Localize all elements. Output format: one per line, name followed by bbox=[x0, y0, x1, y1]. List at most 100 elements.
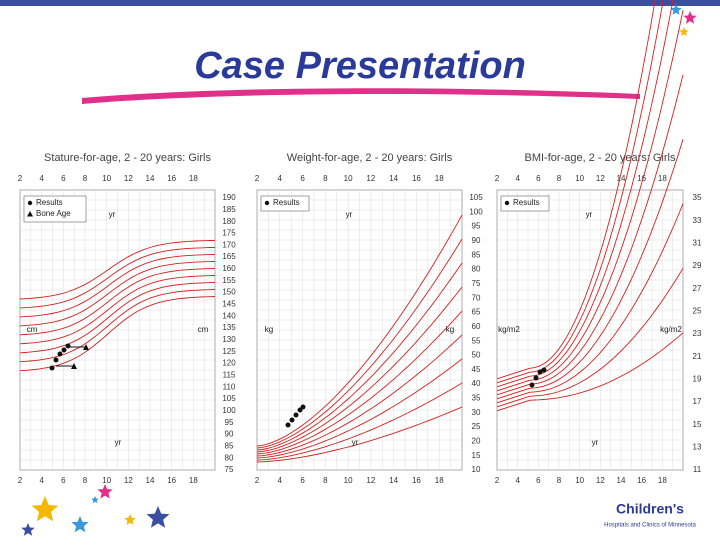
y-tick-label: 35 bbox=[472, 394, 481, 403]
x-tick-label: 2 bbox=[255, 476, 260, 485]
y-tick-label: 70 bbox=[472, 293, 481, 302]
x-tick-label: 8 bbox=[83, 476, 88, 485]
logo-sub: Hospitals and Clinics of Minnesota bbox=[604, 523, 696, 529]
legend-marker bbox=[504, 200, 510, 206]
x-tick-label: 4 bbox=[515, 476, 520, 485]
y-tick-label: 145 bbox=[222, 300, 236, 309]
legend-marker bbox=[27, 211, 33, 217]
x-tick-label: 16 bbox=[412, 174, 421, 183]
slide-title: Case Presentation bbox=[194, 45, 526, 87]
percentile-curve bbox=[496, 10, 684, 392]
y-tick-label: 95 bbox=[225, 418, 234, 427]
y-tick-label: 20 bbox=[472, 436, 481, 445]
percentile-curve bbox=[256, 262, 463, 451]
decorations bbox=[21, 4, 697, 536]
y-tick-label: 155 bbox=[222, 276, 236, 285]
y-tick-label: 105 bbox=[469, 193, 483, 202]
axis-label: yr bbox=[352, 438, 359, 447]
x-tick-label: 16 bbox=[412, 476, 421, 485]
x-tick-label: 8 bbox=[557, 476, 562, 485]
percentile-curve bbox=[256, 406, 463, 463]
percentile-curve bbox=[256, 238, 463, 449]
y-tick-label: 19 bbox=[693, 374, 702, 383]
axis-label: kg/m2 bbox=[660, 325, 682, 334]
x-tick-label: 14 bbox=[389, 476, 398, 485]
x-tick-label: 14 bbox=[146, 476, 155, 485]
growth-chart: BMI-for-age, 2 - 20 years: Girls 2 2 4 4 6 6 8 8… bbox=[495, 0, 702, 485]
y-tick-label: 165 bbox=[222, 252, 236, 261]
y-tick-label: 115 bbox=[223, 371, 236, 380]
percentile-curve bbox=[19, 282, 216, 354]
result-point bbox=[537, 369, 543, 375]
y-tick-label: 90 bbox=[472, 236, 481, 245]
result-point bbox=[293, 412, 299, 418]
axis-label: yr bbox=[592, 438, 599, 447]
y-tick-label: 85 bbox=[225, 441, 234, 450]
axis-label: cm bbox=[27, 325, 38, 334]
x-tick-label: 4 bbox=[39, 174, 44, 183]
y-tick-label: 95 bbox=[472, 222, 481, 231]
underline-brush bbox=[82, 88, 640, 104]
y-tick-label: 140 bbox=[222, 311, 236, 320]
x-tick-label: 14 bbox=[617, 174, 626, 183]
result-point bbox=[289, 417, 295, 423]
percentile-curve bbox=[496, 267, 684, 408]
x-tick-label: 16 bbox=[637, 476, 646, 485]
y-tick-label: 29 bbox=[693, 261, 702, 270]
y-tick-label: 55 bbox=[472, 336, 481, 345]
x-tick-label: 2 bbox=[255, 174, 260, 183]
result-point bbox=[65, 343, 71, 349]
x-tick-label: 18 bbox=[658, 476, 667, 485]
percentile-curve bbox=[256, 358, 463, 459]
result-point bbox=[285, 422, 291, 428]
result-point bbox=[49, 365, 55, 371]
legend-box bbox=[500, 195, 550, 212]
x-tick-label: 8 bbox=[323, 174, 328, 183]
y-tick-label: 160 bbox=[222, 264, 236, 273]
x-tick-label: 10 bbox=[575, 476, 584, 485]
star bbox=[21, 523, 35, 536]
percentile-curve bbox=[496, 332, 684, 412]
y-tick-label: 170 bbox=[222, 240, 236, 249]
x-tick-label: 4 bbox=[278, 476, 283, 485]
x-tick-label: 8 bbox=[83, 174, 88, 183]
y-tick-label: 75 bbox=[225, 465, 234, 474]
legend-label: Results bbox=[513, 198, 540, 207]
y-tick-label: 175 bbox=[222, 229, 236, 238]
x-tick-label: 8 bbox=[323, 476, 328, 485]
y-tick-label: 17 bbox=[693, 397, 702, 406]
y-tick-label: 30 bbox=[472, 408, 481, 417]
star bbox=[683, 11, 697, 24]
y-tick-label: 80 bbox=[472, 265, 481, 274]
percentile-curve bbox=[19, 254, 216, 318]
y-tick-label: 135 bbox=[222, 323, 236, 332]
y-tick-label: 110 bbox=[223, 382, 236, 391]
x-tick-label: 2 bbox=[495, 174, 500, 183]
x-tick-label: 4 bbox=[515, 174, 520, 183]
x-tick-label: 10 bbox=[102, 174, 111, 183]
y-tick-label: 90 bbox=[225, 430, 234, 439]
percentile-curve bbox=[256, 334, 463, 457]
star bbox=[71, 516, 89, 533]
x-tick-label: 6 bbox=[61, 476, 66, 485]
percentile-curve bbox=[19, 239, 216, 300]
percentile-curve bbox=[496, 0, 664, 384]
percentile-curve bbox=[256, 286, 463, 453]
x-tick-label: 18 bbox=[658, 174, 667, 183]
y-tick-label: 75 bbox=[472, 279, 481, 288]
x-tick-label: 10 bbox=[344, 476, 353, 485]
y-tick-label: 33 bbox=[693, 216, 702, 225]
x-tick-label: 10 bbox=[344, 174, 353, 183]
y-tick-label: 10 bbox=[472, 465, 481, 474]
y-tick-label: 120 bbox=[222, 359, 236, 368]
y-tick-label: 15 bbox=[472, 451, 481, 460]
panel-title: Stature-for-age, 2 - 20 years: Girls bbox=[44, 152, 211, 164]
x-tick-label: 4 bbox=[39, 476, 44, 485]
percentile-curve bbox=[19, 275, 216, 345]
y-tick-label: 180 bbox=[222, 217, 236, 226]
x-tick-label: 2 bbox=[495, 476, 500, 485]
axis-label: yr bbox=[346, 210, 353, 219]
y-tick-label: 31 bbox=[693, 238, 702, 247]
legend-marker bbox=[27, 200, 33, 206]
